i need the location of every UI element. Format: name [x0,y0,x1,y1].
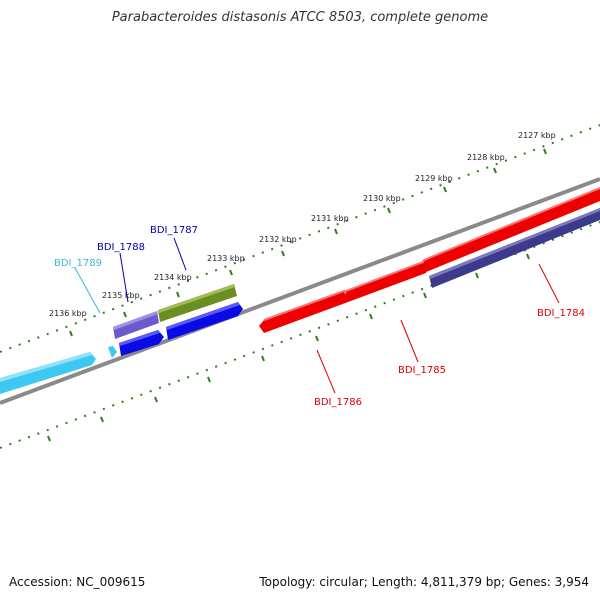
ruler-tick [100,416,104,423]
ruler-label: 2131 kbp [311,214,349,223]
ruler-label: 2133 kbp [207,254,245,263]
ruler-label: 2127 kbp [518,131,556,140]
gene-bdi-1785[interactable] [345,263,428,302]
gene-label-bdi-1785[interactable]: BDI_1785 [398,365,446,376]
ruler-label: 2135 kbp [102,291,140,300]
map-title: Parabacteroides distasonis ATCC 8503, co… [111,10,489,25]
label-connector-bdi-1787 [173,237,187,271]
gene-red-highlight [263,187,600,321]
ruler-tick [207,376,211,383]
gene-label-bdi-1789[interactable]: BDI_1789 [54,258,102,269]
gene-bdi-1787[interactable] [166,302,243,340]
ruler-tick [123,311,127,318]
ruler-tick [154,396,158,403]
genome-backbone [0,177,600,405]
gene-slate-shade [113,311,158,330]
outer-ruler-ticks [69,148,547,337]
ruler-tick [334,228,338,235]
ruler-tick [543,148,547,155]
outer-ruler-track [0,124,600,353]
ruler-tick [493,167,497,174]
inner-ruler-track [0,221,600,449]
ruler-tick [475,272,479,279]
ruler-tick [315,335,319,342]
gene-slate[interactable] [113,311,159,339]
label-connector-bdi-1784 [538,263,560,304]
ruler-tick [261,355,265,362]
gene-bdi-1789-shade [0,352,92,382]
ruler-tick [423,292,427,299]
ruler-label: 2129 kbp [415,174,453,183]
gene-label-bdi-1786[interactable]: BDI_1786 [314,397,362,408]
inner-ruler-ticks [47,253,530,442]
ruler-tick [47,435,51,442]
ruler-label: 2130 kbp [363,194,401,203]
ruler-label: 2134 kbp [154,273,192,282]
gene-bdi-1788[interactable] [119,330,164,356]
gene-bdi-1784-shade [429,208,600,279]
gene-olive-shade [158,284,235,313]
ruler-label: 2136 kbp [49,309,87,318]
label-connector-bdi-1786 [316,349,336,394]
gene-label-bdi-1784[interactable]: BDI_1784 [537,308,585,319]
ruler-label: 2132 kbp [259,235,297,244]
gene-bdi-1785-long[interactable] [423,188,600,272]
ruler-label: 2128 kbp [467,153,505,162]
label-connector-bdi-1789 [74,267,101,314]
ruler-tick [387,207,391,214]
ruler-tick [69,330,73,337]
accession-text: Accession: NC_009615 [9,575,146,589]
genome-summary-text: Topology: circular; Length: 4,811,379 bp… [259,575,589,589]
gene-label-bdi-1787[interactable]: BDI_1787 [150,225,198,236]
ruler-tick [176,291,180,298]
label-connector-bdi-1788 [119,252,129,303]
ruler-tick [281,250,285,257]
gene-bdi-1788-shade [119,330,160,346]
ruler-tick [443,186,447,193]
ruler-tick [369,313,373,320]
label-connector-bdi-1785 [400,319,419,363]
ruler-labels: 2127 kbp 2128 kbp 2129 kbp 2130 kbp 2131… [49,131,556,318]
gene-light-blue-small[interactable] [108,346,117,358]
ruler-tick [526,253,530,260]
gene-bdi-1786[interactable] [259,291,348,333]
ruler-tick [229,269,233,276]
gene-olive[interactable] [158,284,237,322]
gene-bdi-1789[interactable] [0,352,96,394]
gene-label-bdi-1788[interactable]: BDI_1788 [97,242,145,253]
gene-bdi-1787-shade [166,302,240,330]
